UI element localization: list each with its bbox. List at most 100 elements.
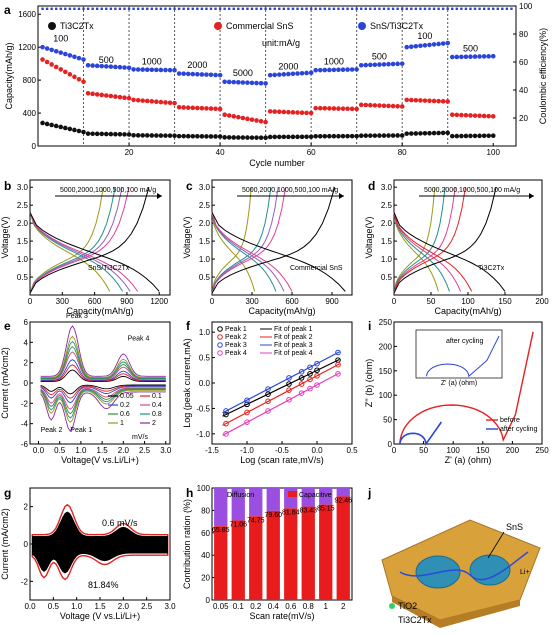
capacity-point-0: [176, 133, 182, 139]
panel-f-chart: -1.5 -1.0 -0.5 0.0 0.5 -1.0 -0.5 0.0 0.5 1.0 Log (…: [182, 321, 358, 465]
capacity-point-0: [263, 135, 268, 141]
ce-point: [473, 7, 477, 10]
ce-point: [91, 7, 94, 10]
panel-h-xtick-label: 0.4: [268, 602, 280, 611]
capacitive-bar: [319, 504, 333, 600]
panel-c-sample-label: Commercial SnS: [290, 265, 343, 272]
panel-e-xtick-label: 0.0: [33, 446, 45, 455]
panel-i-xlabel: Z' (a) (ohm): [445, 455, 492, 465]
capacitive-bar: [301, 506, 315, 600]
panel-i-chart: 0 50 100 150 200 250 0 50 100 150 200 250 Z' (a) (oh…: [364, 318, 549, 465]
capacity-point-0: [372, 133, 378, 138]
ce-point: [168, 7, 172, 10]
panel-a-xtick-label: 40: [216, 148, 225, 157]
capacity-point-0: [208, 134, 214, 139]
ce-point: [309, 7, 313, 10]
bar-value-label: 83.43: [299, 508, 317, 515]
capacity-point-2: [240, 80, 246, 85]
capacity-point-0: [63, 125, 68, 131]
capacity-point-0: [345, 133, 350, 139]
ce-point: [337, 7, 340, 10]
capacity-point-0: [363, 133, 369, 138]
capacity-point-2: [190, 71, 196, 77]
capacity-point-0: [399, 133, 405, 138]
capacity-point-0: [322, 133, 328, 139]
capacity-point-1: [181, 105, 186, 110]
capacity-point-1: [281, 109, 287, 115]
panel-a-ytick-label: 1200: [18, 43, 36, 52]
f-legend-label: Peak 2: [225, 334, 247, 341]
h-legend-capacitive-label: Capacitive: [299, 492, 332, 499]
capacity-point-0: [477, 133, 482, 139]
ce-point: [109, 7, 113, 10]
capacity-point-2: [404, 44, 410, 50]
panel-letter-e: e: [4, 319, 11, 333]
capacity-point-0: [126, 132, 132, 137]
capacity-point-0: [172, 133, 177, 139]
panel-a-ytick-label: 800: [23, 76, 37, 85]
panel-h-ytick-label: 60: [201, 529, 210, 538]
capacity-point-0: [240, 135, 246, 140]
capacity-point-1: [208, 106, 214, 111]
capacity-point-2: [249, 80, 255, 86]
panel-i-xtick-label: 200: [506, 446, 520, 455]
panel-h-xtick-label: 0.05: [213, 602, 229, 611]
peak-point-3: [314, 382, 320, 388]
capacity-point-0: [76, 128, 82, 134]
ce-point: [296, 7, 299, 10]
capacity-point-2: [386, 61, 391, 67]
ce-point: [196, 7, 199, 10]
panel-h-xlabel: Scan rate(mV/s): [249, 611, 314, 621]
panel-c-charge-curve: [211, 187, 272, 294]
legend-marker-2: [358, 22, 366, 30]
bar-value-label: 85.15: [317, 506, 335, 513]
panel-d-charge-curve: [393, 187, 456, 294]
capacity-point-2: [67, 53, 73, 58]
panel-c-xtick-label: 0: [210, 297, 215, 306]
capacity-point-0: [217, 134, 223, 139]
panel-c-charge-curve: [211, 187, 287, 294]
panel-e-xlabel: Voltage(V vs.Li/Li+): [61, 455, 139, 465]
panel-letter-a: a: [4, 3, 11, 17]
capacity-point-0: [299, 134, 305, 140]
capacity-point-2: [395, 61, 400, 67]
panel-i-ytick-label: 0: [388, 440, 393, 449]
capacity-point-0: [336, 133, 341, 139]
capacity-point-2: [440, 41, 446, 46]
f-legend-fit-label: Fit of peak 3: [274, 342, 313, 349]
panel-b-ylabel: Voltage(V): [0, 216, 10, 258]
panel-c-discharge-curve: [211, 212, 277, 292]
panel-h-chart: 0 20 40 60 80 100 Scan rate(mV/s) Contribution …: [182, 484, 353, 621]
bar-value-label: 71.06: [229, 521, 247, 528]
panel-letter-d: d: [368, 179, 375, 193]
capacity-point-0: [158, 133, 164, 138]
peak-point-1: [286, 387, 292, 393]
ce-point: [127, 7, 131, 10]
f-legend-marker: [217, 342, 223, 348]
ce-point: [278, 7, 281, 10]
panel-b-rate-arrow-label: 5000,2000,1000,500,100 mA/g: [60, 187, 156, 194]
panel-g-xtick-label: 1.5: [94, 602, 106, 611]
capacity-point-2: [281, 72, 287, 77]
panel-c-discharge-curve: [211, 212, 293, 292]
diffusion-bar: [231, 488, 245, 521]
ce-point: [187, 7, 190, 10]
panel-e-ytick-label: 4: [24, 338, 29, 347]
capacity-point-2: [454, 54, 460, 60]
panel-b-sample-label: SnS/Ti3C2Tx: [88, 265, 130, 272]
capacity-point-2: [76, 55, 82, 61]
capacity-point-1: [226, 113, 232, 118]
capacity-point-2: [422, 43, 428, 48]
sns-label: SnS: [506, 522, 523, 532]
capacity-point-2: [217, 72, 223, 78]
peak-point-1: [307, 376, 313, 383]
ce-point: [118, 7, 122, 10]
ce-point: [287, 7, 290, 10]
eis-inset-legend: after cycling: [446, 338, 483, 345]
capacity-point-0: [222, 135, 227, 140]
capacity-point-0: [236, 135, 241, 140]
capacity-point-0: [53, 123, 59, 129]
capacity-point-2: [295, 71, 300, 76]
capacity-point-1: [154, 99, 159, 105]
cv-legend-label: 0.1: [152, 393, 162, 400]
